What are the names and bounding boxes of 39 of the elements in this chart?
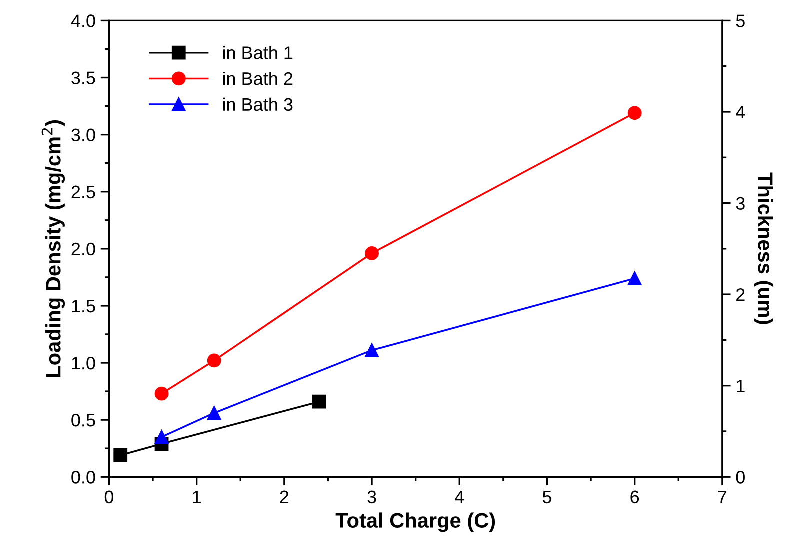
y2-tick-label: 4 xyxy=(736,106,746,119)
point xyxy=(154,386,169,401)
y-tick-label: 1.5 xyxy=(72,300,96,313)
point xyxy=(114,448,128,462)
x-tick-label: 3 xyxy=(368,490,376,504)
x-tick-label: 6 xyxy=(630,490,640,504)
legend-label: in Bath 3 xyxy=(223,98,293,112)
x-axis-title: Total Charge (C) xyxy=(336,512,496,532)
y-tick-label: 0.0 xyxy=(72,471,96,484)
y2-axis-title: Thickness (um) xyxy=(754,172,774,324)
y2-tick-label: 5 xyxy=(736,14,745,28)
y2-tick-label: 1 xyxy=(737,380,745,392)
point xyxy=(365,344,379,358)
y2-tick-label: 2 xyxy=(736,288,745,302)
y-tick-label: 4.0 xyxy=(71,14,96,28)
y-tick-label: 1.0 xyxy=(72,356,96,370)
point xyxy=(365,246,379,260)
x-tick-label: 0 xyxy=(104,490,114,504)
point xyxy=(628,106,642,120)
y-tick-label: 2.5 xyxy=(72,186,96,199)
y-tick-label: 2.0 xyxy=(72,242,96,256)
x-tick-label: 1 xyxy=(193,490,201,504)
y-tick-label: 3.5 xyxy=(72,72,96,84)
point xyxy=(207,406,222,420)
y-tick-label: 0.5 xyxy=(72,414,96,427)
point xyxy=(154,430,169,444)
x-tick-label: 5 xyxy=(542,490,552,504)
y2-tick-label: 3 xyxy=(736,197,745,210)
y-axis-title: Loading Density (mg/cm$^{2}$) xyxy=(42,120,66,378)
point xyxy=(207,354,222,368)
x-tick-label: 4 xyxy=(455,490,464,504)
point xyxy=(628,272,642,286)
y-tick-label: 3.0 xyxy=(72,128,96,142)
x-tick-label: 7 xyxy=(718,490,727,504)
x-tick-label: 2 xyxy=(280,490,289,504)
point xyxy=(312,394,326,409)
legend-label: in Bath 2 xyxy=(223,72,293,86)
legend-label: in Bath 1 xyxy=(223,46,293,60)
y2-tick-label: 0 xyxy=(736,471,745,484)
